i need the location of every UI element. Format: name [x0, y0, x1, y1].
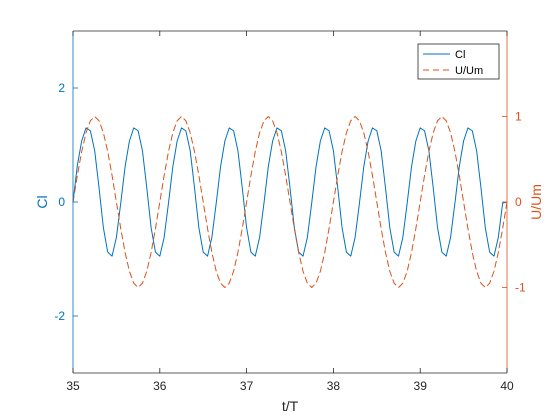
y-left-tick-label: 2 [58, 81, 65, 95]
x-tick-label: 37 [240, 379, 254, 393]
x-tick-label: 40 [500, 379, 514, 393]
legend-box [417, 43, 500, 80]
x-axis-label: t/T [282, 398, 299, 414]
axes-layer: 35 36 37 38 39 40 -2 0 2 -1 0 1 [54, 30, 526, 393]
series-line-1 [72, 116, 508, 288]
series-layer [72, 116, 508, 288]
series-line-0 [72, 127, 508, 257]
x-tick-label: 36 [153, 379, 167, 393]
legend: Cl U/Um [417, 43, 500, 80]
legend-label-cl: Cl [455, 49, 465, 61]
y-axis-left-label: Cl [34, 195, 50, 208]
legend-label-u-um: U/Um [455, 65, 483, 77]
x-tick-label: 35 [66, 379, 80, 393]
y-right-tick-label: 1 [515, 110, 522, 124]
x-tick-label: 38 [327, 379, 341, 393]
y-right-tick-label: -1 [515, 281, 526, 295]
x-tick-label: 39 [414, 379, 428, 393]
y-axis-right-label: U/Um [528, 184, 544, 220]
y-right-tick-label: 0 [515, 195, 522, 209]
y-left-tick-label: -2 [54, 309, 65, 323]
y-left-tick-label: 0 [58, 195, 65, 209]
